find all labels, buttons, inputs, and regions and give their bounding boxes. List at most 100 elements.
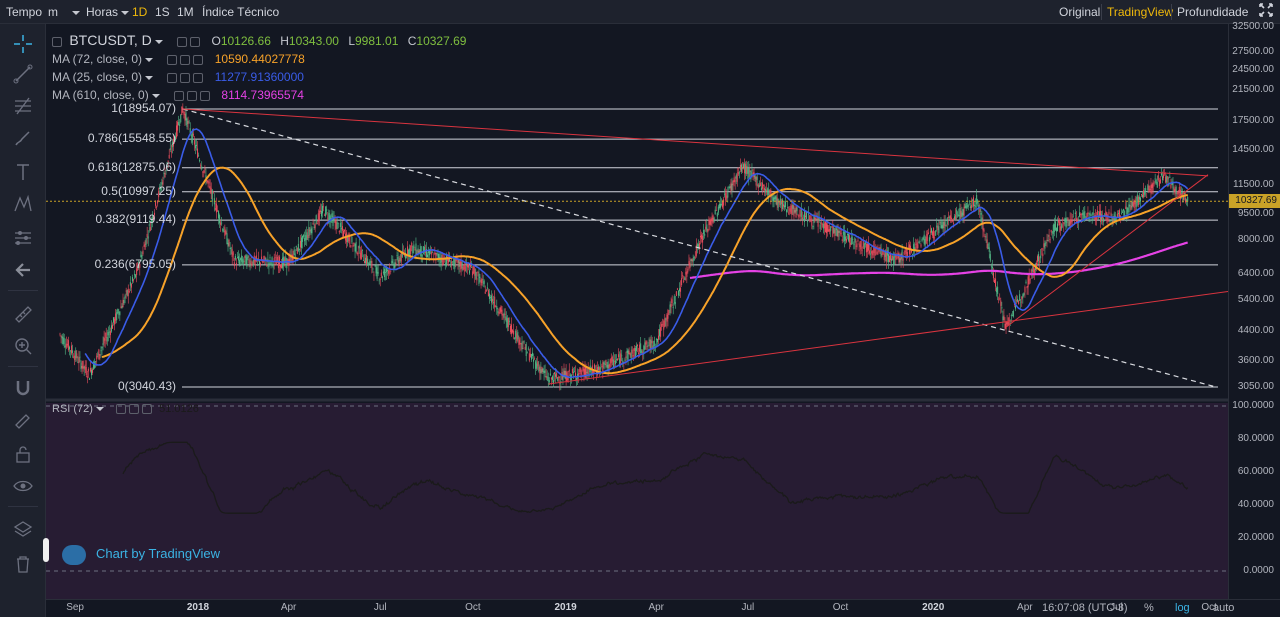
collapse-icon[interactable] (52, 36, 62, 47)
fib-level-label: 0.786(15548.55) (87, 131, 176, 146)
candle-body (1108, 211, 1110, 215)
red-trendline[interactable] (1005, 174, 1209, 328)
pattern-tool[interactable] (9, 190, 37, 218)
auto-scale-button[interactable]: auto (1213, 602, 1235, 614)
close-icon[interactable] (142, 404, 153, 415)
time-tick-label: 2020 (922, 602, 945, 613)
candle-body (79, 356, 81, 358)
candle-body (986, 239, 988, 249)
candle-body (457, 258, 459, 263)
eye-icon[interactable] (167, 54, 178, 65)
brush-tool[interactable] (9, 124, 37, 152)
ma25-legend[interactable]: MA (25, close, 0) 11277.91360000 (52, 70, 304, 84)
candle-body (795, 205, 797, 218)
candle-body (310, 228, 312, 234)
prediction-tool[interactable] (9, 224, 37, 252)
ma610-legend[interactable]: MA (610, close, 0) 8114.73965574 (52, 88, 304, 102)
eye-icon[interactable] (116, 404, 127, 415)
symbol-name[interactable]: BTCUSDT, D (69, 32, 152, 48)
chevron-down-icon[interactable] (95, 407, 104, 412)
red-trendlines[interactable] (182, 108, 1228, 385)
tab-original[interactable]: Original (1059, 5, 1101, 19)
tab-tradingview[interactable]: TradingView (1107, 5, 1174, 19)
candle-body (207, 181, 209, 182)
red-trendline[interactable] (548, 291, 1228, 385)
delete-tool[interactable] (9, 550, 37, 578)
chevron-down-icon[interactable] (151, 93, 160, 98)
ma72-legend[interactable]: MA (72, close, 0) 10590.44027778 (52, 52, 305, 66)
zoom-tool[interactable] (9, 332, 37, 360)
close-icon[interactable] (193, 54, 204, 65)
magnet-tool[interactable] (9, 374, 37, 402)
settings-icon[interactable] (190, 36, 201, 47)
ruler-tool[interactable] (9, 300, 37, 328)
arrow-left-icon (15, 263, 30, 277)
back-tool[interactable] (9, 256, 37, 284)
candle-body (981, 217, 983, 224)
percent-scale-button[interactable]: % (1144, 602, 1154, 614)
candle-body (370, 261, 372, 263)
eye-icon[interactable] (167, 72, 178, 83)
dashed-trendline[interactable] (182, 108, 1217, 388)
candle-body (1097, 217, 1099, 219)
price-scale[interactable]: 32500.00 27500.00 24500.00 21500.00 17500.00… (1228, 21, 1280, 599)
candle-body (117, 309, 119, 314)
red-trendline[interactable] (182, 108, 1209, 177)
settings-icon[interactable] (180, 72, 191, 83)
interval-select[interactable]: m (44, 3, 80, 21)
interval-1m-button[interactable]: 1M (177, 5, 194, 19)
panel-collapse-handle[interactable] (43, 538, 49, 562)
candle-body (243, 260, 245, 262)
tab-profundidade[interactable]: Profundidade (1177, 5, 1249, 19)
stay-drawing-tool[interactable] (9, 406, 37, 434)
trendline-tool[interactable] (9, 60, 37, 88)
close-icon[interactable] (193, 72, 204, 83)
candle-body (545, 376, 547, 379)
price-tick-label: 5400.00 (1237, 293, 1274, 305)
ruler-icon (15, 306, 32, 323)
chart-area[interactable]: BTCUSDT, D O10126.66 H10343.00 L9981.01 … (46, 24, 1228, 599)
lock-tool[interactable] (9, 440, 37, 468)
settings-icon[interactable] (129, 404, 140, 415)
text-tool[interactable] (9, 158, 37, 186)
eye-icon[interactable] (177, 36, 188, 47)
chevron-down-icon[interactable] (145, 57, 154, 62)
hours-dropdown[interactable]: Horas (82, 3, 133, 21)
log-scale-button[interactable]: log (1175, 602, 1190, 614)
candle-body (957, 214, 959, 217)
visibility-tool[interactable] (9, 472, 37, 500)
candle-body (811, 217, 813, 226)
candle-body (690, 259, 692, 261)
candle-body (922, 237, 924, 239)
fib-tool[interactable] (9, 92, 37, 120)
candle-body (501, 309, 503, 316)
fullscreen-button[interactable] (1254, 2, 1278, 20)
candle-body (334, 220, 336, 224)
tradingview-watermark[interactable]: Chart by TradingView (62, 542, 220, 566)
layers-tool[interactable] (9, 516, 37, 544)
settings-icon[interactable] (180, 54, 191, 65)
rsi-legend[interactable]: RSI (72) 51.0126 (52, 403, 199, 415)
candle-body (899, 258, 901, 263)
candle-body (61, 336, 63, 339)
settings-icon[interactable] (187, 90, 198, 101)
close-icon[interactable] (200, 90, 211, 101)
candle-body (421, 254, 423, 257)
price-chart[interactable] (46, 24, 1228, 599)
chevron-down-icon[interactable] (154, 39, 163, 44)
time-scale[interactable]: Sep 2018 Apr Jul Oct 2019 Apr Jul Oct 2020 Apr Jul O… (46, 599, 1280, 617)
indicators-button[interactable]: Índice Técnico (202, 5, 280, 19)
crosshair-tool[interactable] (9, 30, 37, 58)
interval-1s-button[interactable]: 1S (155, 5, 170, 19)
chevron-down-icon[interactable] (145, 75, 154, 80)
candle-body (999, 298, 1001, 300)
interval-1d-button[interactable]: 1D (132, 5, 148, 19)
eye-icon[interactable] (174, 90, 185, 101)
candle-body (420, 246, 422, 257)
candle-body (450, 266, 452, 268)
candle-body (336, 222, 338, 230)
candle-body (103, 337, 105, 344)
candle-body (969, 206, 971, 209)
time-tick-label: Jul (1110, 602, 1123, 613)
candle-body (671, 299, 673, 304)
